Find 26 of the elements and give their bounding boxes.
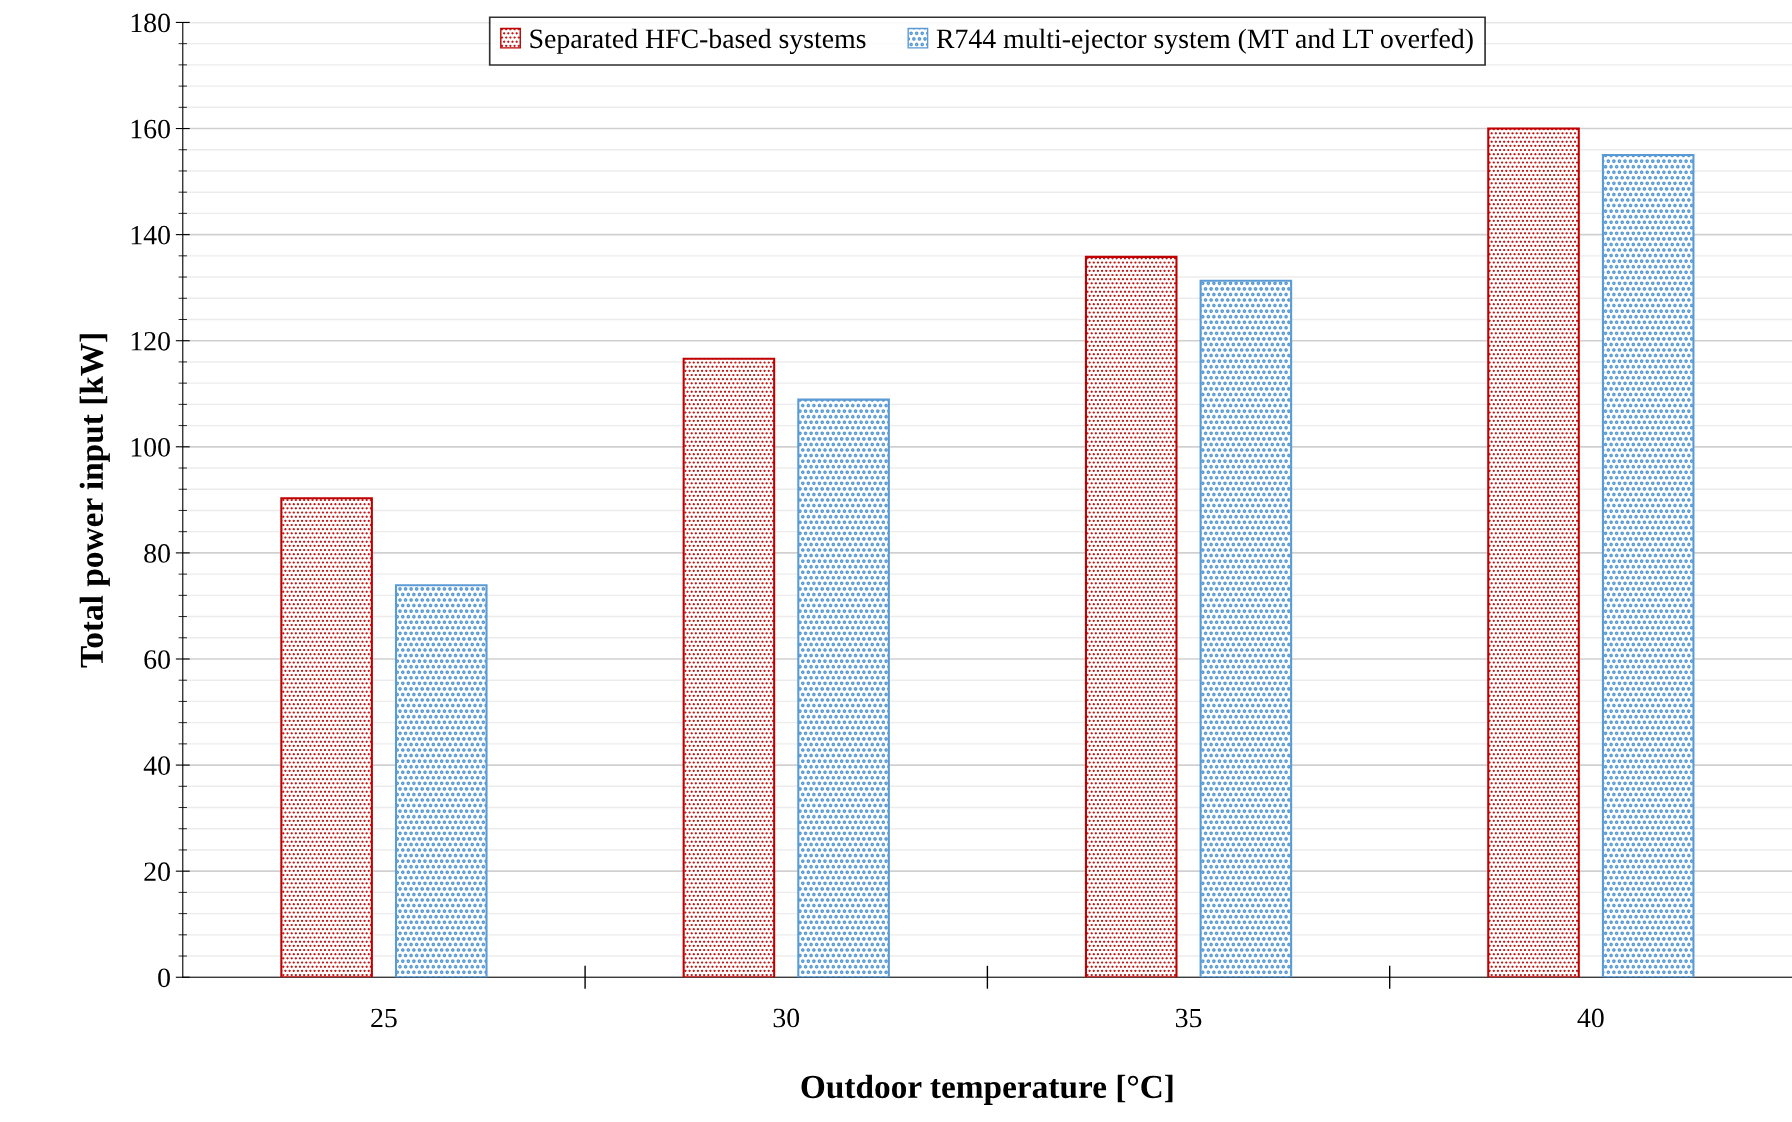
y-tick-label: 140: [131, 225, 170, 245]
x-tick-label: 35: [1175, 1008, 1202, 1028]
bar: [1084, 255, 1178, 978]
y-axis-title: Total power input [kW]: [79, 334, 110, 668]
y-tick-label: 180: [131, 13, 170, 33]
y-tick-label: 100: [131, 437, 170, 457]
bar: [1199, 279, 1293, 978]
y-tick-label: 120: [131, 331, 170, 351]
x-tick-label: 30: [773, 1008, 800, 1028]
y-tick-label: 60: [144, 650, 170, 669]
y-tick-label: 40: [143, 756, 170, 775]
y-tick-label: 20: [144, 862, 170, 882]
bar: [1487, 127, 1580, 978]
bar: [1601, 154, 1695, 978]
x-axis-title: Outdoor temperature [°C]: [801, 1074, 1173, 1105]
x-tick-label: 25: [371, 1008, 397, 1028]
y-tick-label: 0: [158, 968, 170, 988]
y-tick-label: 80: [144, 544, 170, 563]
bar: [394, 584, 488, 978]
bar: [280, 497, 373, 978]
y-tick-label: 160: [131, 119, 170, 139]
bar: [682, 357, 776, 978]
legend-label: R744 multi-ejector system (MT and LT overfed): [936, 28, 1473, 54]
bar: [797, 398, 890, 978]
x-tick-label: 40: [1577, 1008, 1604, 1028]
legend-label: Separated HFC-based systems: [530, 28, 866, 54]
